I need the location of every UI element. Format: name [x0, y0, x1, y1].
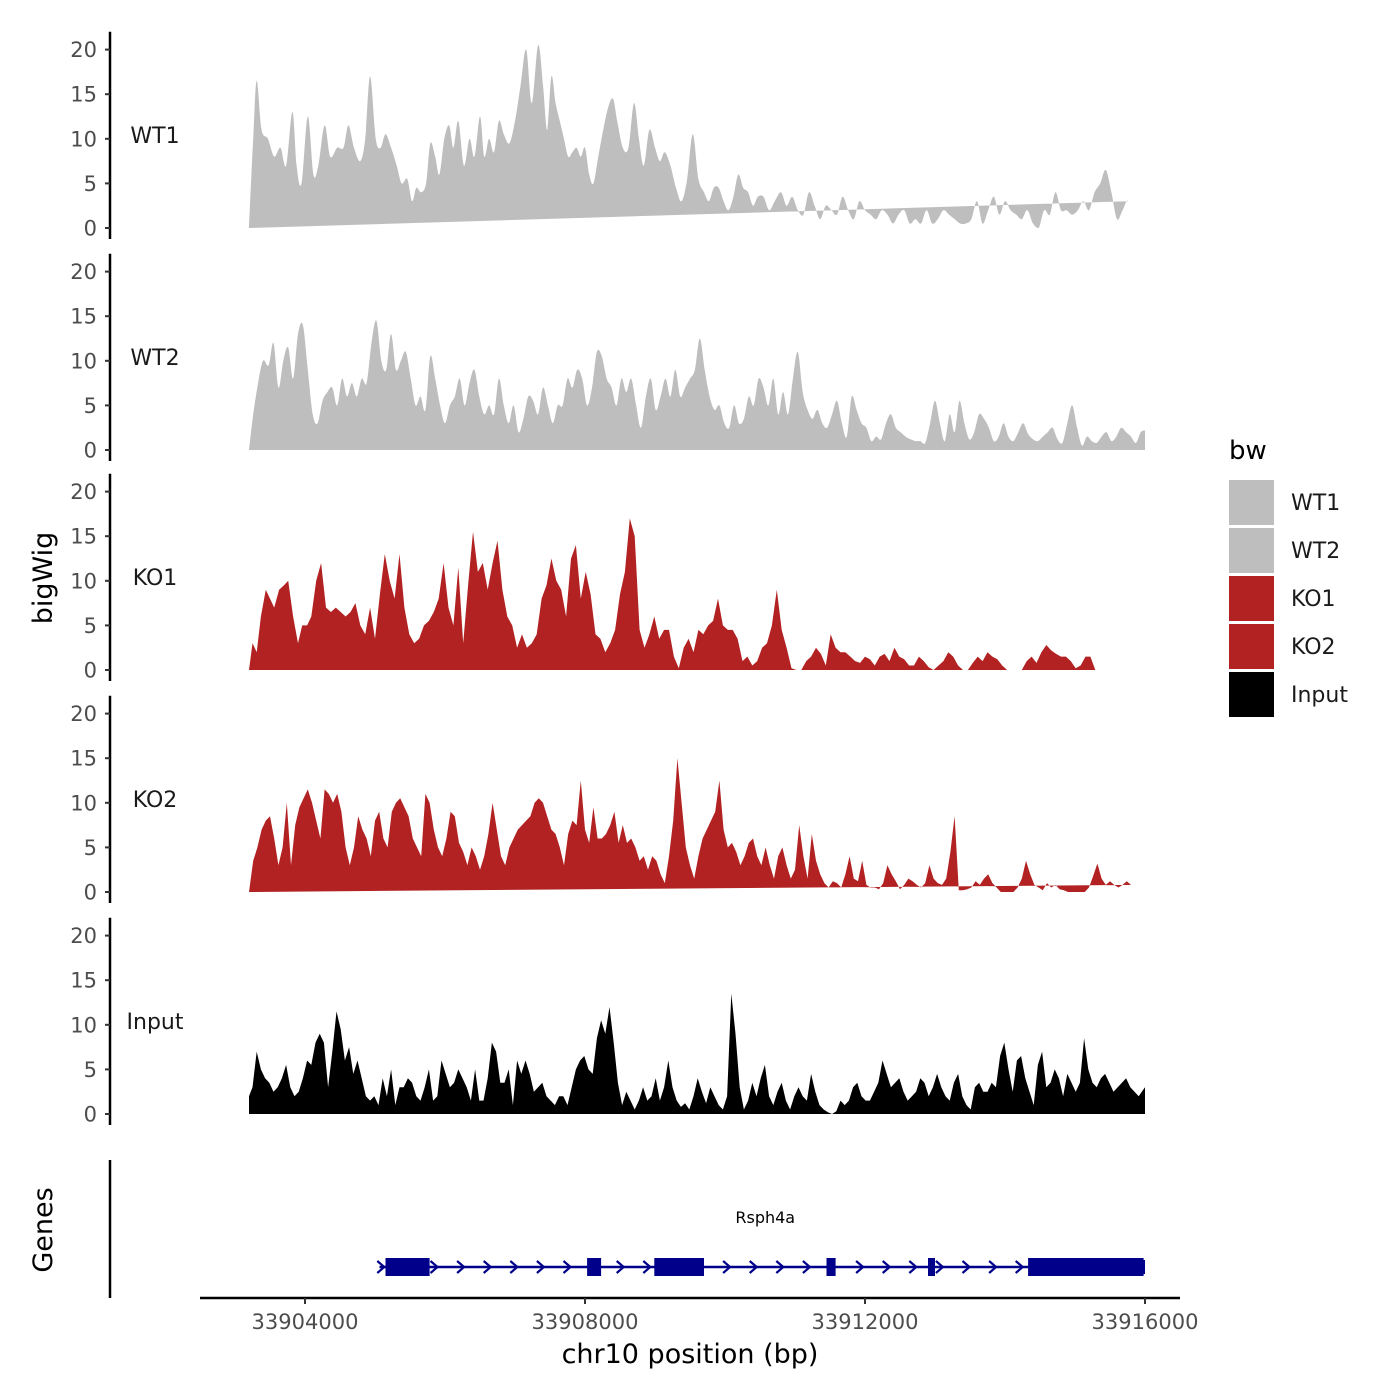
gene-name-label: Rsph4a [735, 1208, 795, 1227]
signal-area-WT1 [249, 44, 1129, 228]
legend-label-WT1: WT1 [1291, 491, 1340, 516]
signal-area-Input [249, 993, 1145, 1114]
signal-area-KO2 [249, 758, 1131, 892]
gene-exon [587, 1258, 602, 1276]
strand-arrow [429, 1260, 440, 1274]
y-tick-label: 20 [70, 702, 97, 726]
track-label-Input: Input [127, 1010, 184, 1035]
strand-arrow [642, 1260, 652, 1274]
track-label-WT2: WT2 [130, 346, 179, 371]
strand-arrow [456, 1260, 466, 1274]
strand-arrow [748, 1260, 759, 1274]
legend-label-KO2: KO2 [1291, 635, 1336, 660]
x-tick-label: 33904000 [252, 1310, 359, 1334]
y-tick-label: 20 [70, 260, 97, 284]
strand-arrow [988, 1260, 998, 1274]
y-tick-label: 0 [84, 1103, 97, 1127]
gene-exon [826, 1258, 836, 1276]
y-tick-label: 15 [70, 747, 97, 771]
x-tick-label: 33908000 [532, 1310, 639, 1334]
y-axis-title: bigWig [28, 532, 59, 625]
signal-area-KO1 [249, 518, 1096, 670]
legend-swatch-Input [1229, 672, 1274, 717]
strand-arrow [482, 1260, 493, 1274]
legend-swatch-KO1 [1229, 576, 1274, 621]
strand-arrow [961, 1260, 972, 1274]
strand-arrow [562, 1260, 573, 1274]
strand-arrow [376, 1260, 386, 1274]
strand-arrow [935, 1260, 945, 1274]
legend: bw WT1 WT2 KO1 KO2 Input [1229, 436, 1348, 717]
y-tick-label: 15 [70, 83, 97, 107]
y-tick-label: 10 [70, 127, 97, 151]
x-tick-label: 33912000 [812, 1310, 919, 1334]
track-KO2: 0 5 10 15 20 KO2 [70, 695, 1131, 905]
y-tick-label: 15 [70, 305, 97, 329]
y-tick-label: 0 [84, 881, 97, 905]
x-axis-title: chr10 position (bp) [562, 1339, 819, 1370]
legend-swatch-WT1 [1229, 480, 1274, 525]
gene-exon [654, 1258, 704, 1276]
legend-swatch-WT2 [1229, 528, 1274, 573]
strand-arrow [908, 1260, 918, 1274]
legend-swatch-KO2 [1229, 624, 1274, 669]
track-label-WT1: WT1 [130, 124, 179, 149]
y-tick-label: 5 [84, 172, 97, 196]
legend-label-KO1: KO1 [1291, 587, 1336, 612]
legend-label-WT2: WT2 [1291, 539, 1340, 564]
y-tick-label: 20 [70, 480, 97, 504]
x-axis: 33904000 33908000 33912000 33916000 [200, 1296, 1199, 1334]
y-tick-label: 5 [84, 1058, 97, 1082]
strand-arrow [802, 1260, 812, 1274]
legend-label-Input: Input [1291, 683, 1348, 708]
strand-arrow [855, 1260, 865, 1274]
y-tick-label: 15 [70, 969, 97, 993]
signal-tracks: 0 5 10 15 20 WT1 0 5 10 15 20 WT2 0 5 10 15 20 KO1 0 5 10 15 2… [70, 31, 1145, 1127]
y-tick-label: 20 [70, 38, 97, 62]
y-tick-label: 20 [70, 924, 97, 948]
track-Input: 0 5 10 15 20 Input [70, 917, 1145, 1127]
strand-arrow [881, 1260, 892, 1274]
track-label-KO2: KO2 [133, 788, 178, 813]
y-tick-label: 10 [70, 1013, 97, 1037]
y-tick-label: 15 [70, 525, 97, 549]
track-KO1: 0 5 10 15 20 KO1 [70, 473, 1096, 683]
track-WT1: 0 5 10 15 20 WT1 [70, 31, 1129, 241]
y-tick-label: 0 [84, 439, 97, 463]
gene-track: Rsph4a [108, 1160, 1145, 1298]
x-tick-label: 33916000 [1092, 1310, 1199, 1334]
gene-utr [385, 1260, 409, 1274]
legend-title: bw [1229, 436, 1267, 466]
track-WT2: 0 5 10 15 20 WT2 [70, 253, 1145, 463]
track-label-KO1: KO1 [133, 566, 178, 591]
gene-utr [1110, 1260, 1145, 1274]
y-tick-label: 10 [70, 791, 97, 815]
gene-exon [928, 1258, 935, 1276]
y-tick-label: 5 [84, 614, 97, 638]
strand-arrow [536, 1260, 546, 1274]
y-tick-label: 0 [84, 217, 97, 241]
y-tick-label: 5 [84, 394, 97, 418]
genes-axis-title: Genes [28, 1187, 59, 1272]
y-tick-label: 10 [70, 569, 97, 593]
signal-area-WT2 [249, 320, 1145, 450]
y-tick-label: 0 [84, 659, 97, 683]
strand-arrow [722, 1260, 732, 1274]
strand-arrow [1014, 1260, 1025, 1274]
strand-arrow [509, 1260, 519, 1274]
y-tick-label: 10 [70, 349, 97, 373]
strand-arrow [775, 1260, 785, 1274]
strand-arrow [615, 1260, 626, 1274]
y-tick-label: 5 [84, 836, 97, 860]
